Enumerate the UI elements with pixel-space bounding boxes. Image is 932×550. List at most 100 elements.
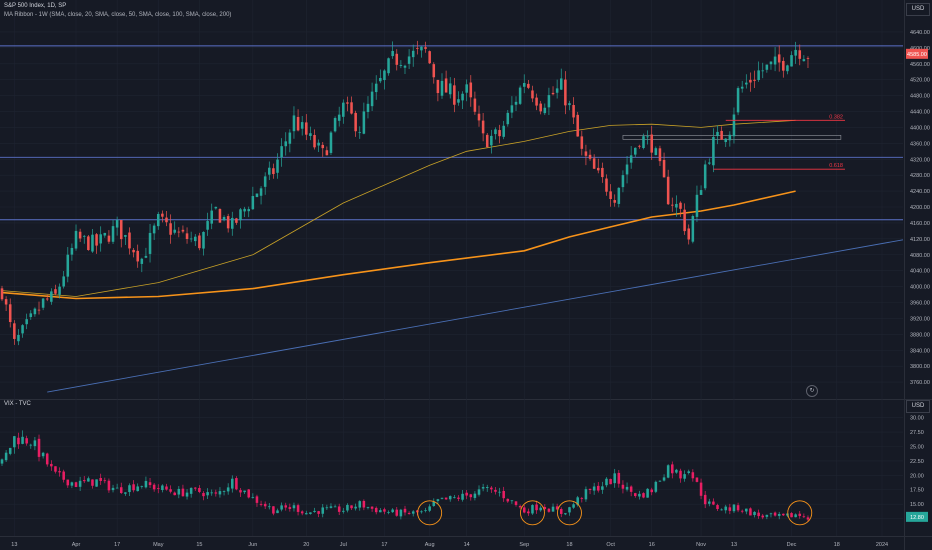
vix-candle	[473, 493, 477, 498]
vix-candle	[601, 486, 604, 490]
spx-candle	[296, 116, 300, 131]
vix-candle	[82, 480, 86, 482]
spx-candle	[189, 238, 193, 240]
spx-candle	[214, 206, 218, 209]
spx-candle	[317, 142, 320, 146]
vix-candle	[736, 505, 740, 511]
vix-candle	[210, 492, 213, 494]
vix-candle	[124, 492, 127, 494]
spx-candle	[559, 78, 563, 90]
spx-candle	[305, 122, 308, 135]
vix-candle	[99, 477, 102, 481]
vix-candle	[691, 472, 695, 479]
spx-y-tick-label: 3960.00	[910, 301, 930, 307]
vix-candle	[650, 489, 653, 493]
vix-candle	[522, 507, 526, 513]
spx-y-tick-label: 4480.00	[910, 94, 930, 100]
spx-candle	[74, 230, 78, 249]
vix-candle	[333, 506, 337, 508]
ma-thick-line	[1, 190, 796, 300]
spx-candle	[13, 323, 16, 339]
reset-scale-icon[interactable]: ↻	[806, 385, 818, 397]
vix-candle	[305, 513, 308, 515]
spx-candle	[8, 304, 12, 323]
spx-candle	[288, 132, 292, 144]
vix-candle	[181, 488, 185, 497]
spx-candle	[609, 191, 612, 200]
spx-candle	[140, 258, 144, 264]
vix-candle	[91, 479, 94, 486]
x-tick-label: 20	[303, 542, 309, 548]
spx-candle	[78, 231, 82, 239]
fib-level-label: 0.382	[829, 114, 843, 120]
spx-candle	[518, 87, 522, 104]
vix-candle	[13, 436, 16, 448]
vix-candle	[596, 485, 600, 491]
vix-candle	[387, 512, 390, 513]
vix-currency-label[interactable]: USD	[906, 400, 930, 413]
spx-candle	[354, 112, 357, 132]
vix-candle	[25, 438, 28, 444]
vix-candle	[773, 512, 777, 516]
spx-y-tick-label: 4400.00	[910, 125, 930, 131]
chart-title: S&P 500 Index, 1D, SP	[4, 3, 67, 9]
spx-candle	[206, 221, 209, 230]
vix-candle	[214, 492, 218, 494]
spx-candle	[148, 232, 152, 254]
spx-candle	[514, 101, 518, 105]
vix-candle	[78, 480, 82, 487]
vix-candle	[74, 482, 78, 487]
spx-candle	[724, 138, 728, 143]
vix-candle	[494, 489, 497, 492]
vix-candle	[243, 490, 246, 493]
vix-candle	[440, 497, 444, 499]
vix-candle	[757, 512, 760, 517]
vix-candle	[580, 498, 584, 499]
spx-candle	[592, 158, 596, 169]
spx-candle	[161, 213, 164, 217]
vix-candle	[658, 480, 662, 482]
indicator-legend[interactable]: MA Ribbon - 1W (SMA, close, 20, SMA, clo…	[4, 12, 232, 18]
vix-candle	[272, 506, 275, 514]
spx-candle	[786, 65, 789, 72]
spx-candle	[444, 78, 448, 93]
currency-label[interactable]: USD	[906, 3, 930, 16]
vix-candle	[383, 509, 386, 512]
spx-y-tick-label: 4320.00	[910, 157, 930, 163]
vix-candle	[268, 506, 271, 508]
spx-candle	[58, 286, 61, 295]
vix-candle	[448, 496, 452, 500]
vix-candle	[362, 500, 366, 508]
spx-candle	[728, 134, 732, 141]
spx-candle	[395, 53, 399, 65]
vix-candle	[666, 465, 670, 478]
spx-candle	[119, 220, 123, 240]
vix-candle	[337, 506, 341, 512]
spx-candle	[17, 334, 20, 342]
spx-candle	[703, 164, 707, 189]
vix-candle	[169, 489, 172, 492]
spx-candle	[391, 50, 394, 57]
x-tick-label: 15	[196, 542, 202, 548]
vix-candle	[547, 508, 551, 512]
spx-candle	[642, 136, 645, 149]
spx-candle	[173, 229, 176, 233]
spx-candle	[502, 125, 505, 137]
vix-candle	[54, 466, 57, 472]
spx-candle	[403, 65, 407, 68]
spx-candle	[773, 56, 777, 65]
spx-candle	[596, 167, 600, 171]
highlight-circle	[417, 500, 443, 526]
spx-candle	[374, 83, 378, 93]
spx-candle	[70, 247, 74, 255]
spx-candle	[411, 50, 415, 58]
spx-y-tick-label: 3880.00	[910, 332, 930, 338]
vix-candle	[152, 484, 156, 490]
vix-candle	[654, 481, 658, 492]
spx-candle	[494, 129, 497, 135]
spx-candle	[485, 134, 489, 148]
spx-candle	[716, 131, 719, 137]
spx-candle	[584, 151, 588, 156]
vix-candle	[638, 493, 641, 497]
